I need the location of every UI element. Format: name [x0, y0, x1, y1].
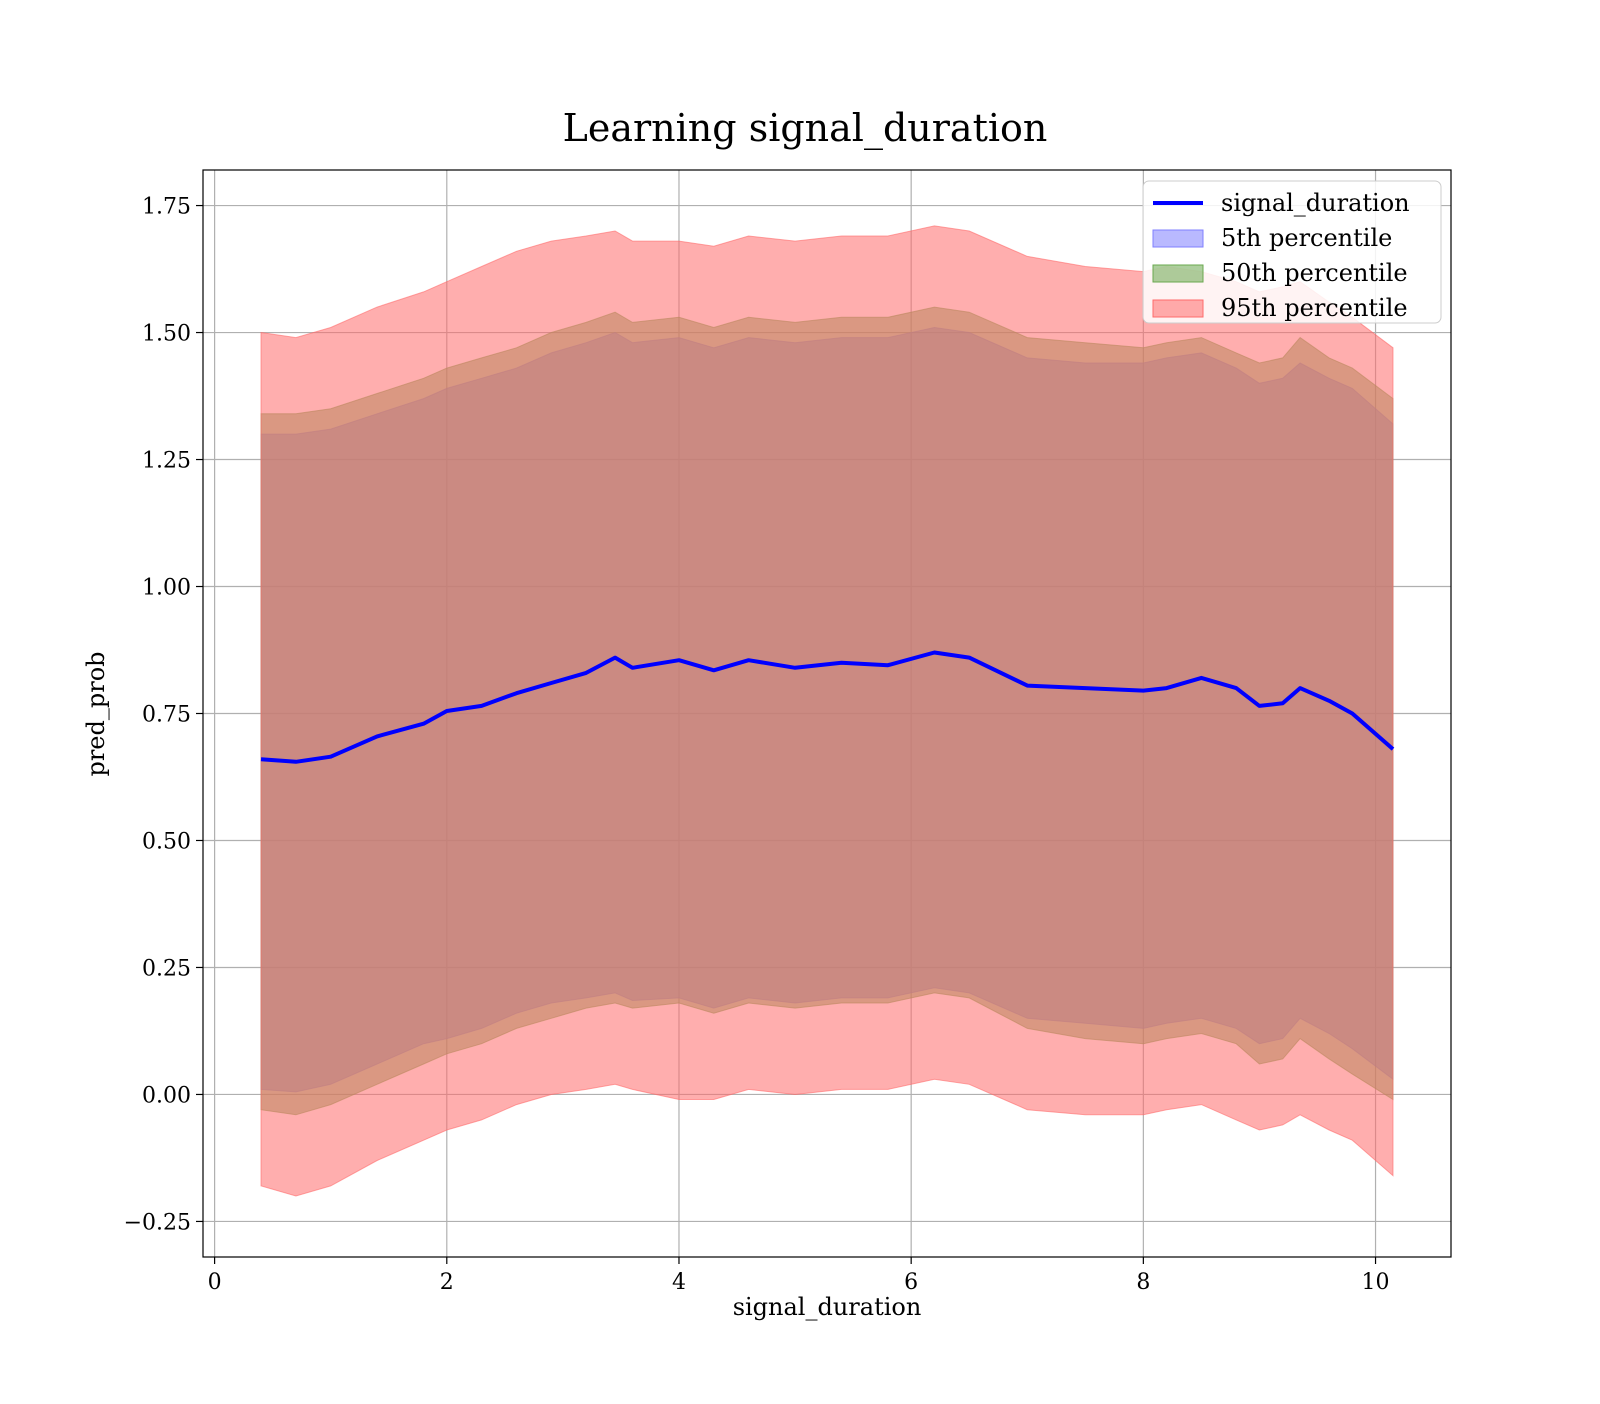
legend-label: 5th percentile — [1221, 224, 1392, 252]
legend-item: 50th percentile — [1152, 259, 1408, 287]
x-axis-ticks: 0 2 4 6 8 10 — [208, 1257, 1390, 1295]
legend-label: 50th percentile — [1221, 259, 1408, 287]
x-tick-label: 8 — [1136, 1270, 1150, 1295]
x-tick-label: 4 — [672, 1270, 686, 1295]
legend-swatch — [1152, 264, 1204, 283]
legend-box — [1142, 180, 1442, 324]
legend-swatch — [1152, 299, 1204, 318]
legend-label: signal_duration — [1221, 189, 1410, 217]
band-layer — [260, 225, 1394, 1197]
y-tick-label: 1.50 — [142, 322, 191, 347]
legend-item: 5th percentile — [1152, 224, 1392, 252]
legend-label: 95th percentile — [1221, 294, 1408, 322]
y-tick-label: 0.00 — [142, 1083, 191, 1108]
y-axis-label: pred_prob — [82, 651, 110, 776]
y-axis-ticks: −0.25 0.00 0.25 0.50 0.75 1.00 1.25 1.50 1.75 — [124, 195, 203, 1235]
band-95th-percentile — [260, 225, 1394, 1197]
chart-title: Learning signal_duration — [563, 106, 1048, 151]
legend: signal_duration 5th percentile 50th percen… — [1142, 180, 1442, 324]
x-axis-label: signal_duration — [733, 1293, 922, 1321]
x-tick-label: 6 — [904, 1270, 918, 1295]
y-tick-label: 1.75 — [142, 195, 191, 220]
line-layer — [260, 650, 1395, 764]
y-tick-label: 1.00 — [142, 576, 191, 601]
y-tick-label: 1.25 — [142, 449, 191, 474]
legend-swatch — [1152, 229, 1204, 248]
series-line-signal-duration — [260, 650, 1395, 764]
y-tick-label: 0.50 — [142, 829, 191, 854]
x-tick-label: 2 — [440, 1270, 454, 1295]
y-tick-label: −0.25 — [124, 1210, 191, 1235]
legend-item: 95th percentile — [1152, 294, 1408, 322]
y-tick-label: 0.75 — [142, 703, 191, 728]
y-tick-label: 0.25 — [142, 956, 191, 981]
x-tick-label: 10 — [1362, 1270, 1390, 1295]
x-tick-label: 0 — [208, 1270, 222, 1295]
legend-item: signal_duration — [1153, 189, 1410, 217]
